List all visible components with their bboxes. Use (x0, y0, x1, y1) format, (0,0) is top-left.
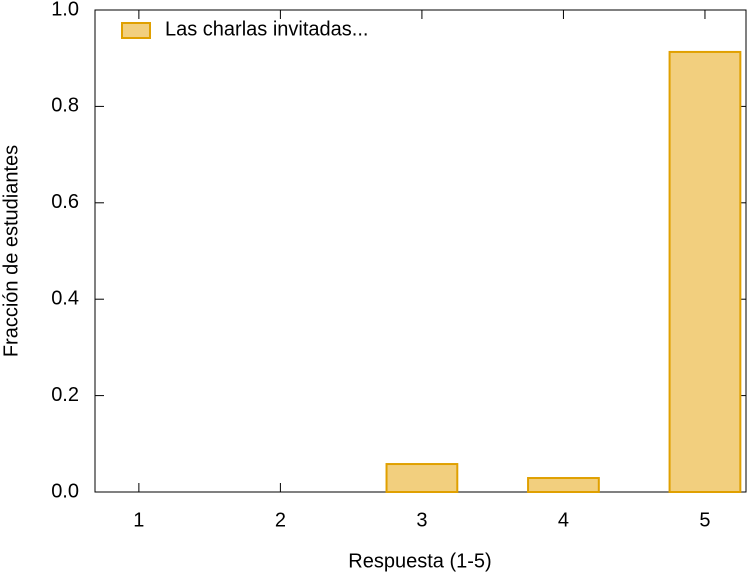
y-tick-label: 0.8 (51, 95, 79, 117)
x-tick-label: 4 (558, 509, 569, 531)
plot-frame (94, 9, 747, 493)
x-tick-label: 5 (699, 509, 710, 531)
x-tick-label: 1 (133, 509, 144, 531)
y-tick-label: 0.0 (51, 480, 79, 502)
bar (668, 50, 742, 494)
x-tick-label: 2 (275, 509, 286, 531)
x-tick-label: 3 (416, 509, 427, 531)
x-axis-label: Respuesta (1-5) (348, 550, 491, 572)
legend-swatch (121, 22, 151, 39)
y-tick-label: 0.4 (51, 287, 79, 309)
y-tick-label: 0.2 (51, 384, 79, 406)
y-tick-label: 0.6 (51, 191, 79, 213)
legend-label: Las charlas invitadas... (165, 18, 368, 40)
y-tick-label: 1.0 (51, 0, 79, 20)
bar (527, 477, 600, 494)
y-axis-label: Fracción de estudiantes (0, 145, 22, 357)
bar (385, 463, 459, 494)
